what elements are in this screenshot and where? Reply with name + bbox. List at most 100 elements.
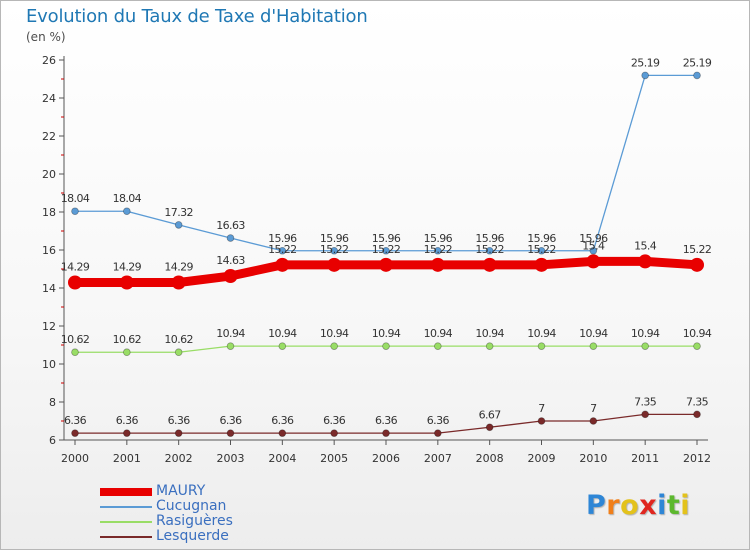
- data-point: [71, 207, 79, 216]
- data-point: [690, 257, 704, 272]
- data-label: 15.96: [424, 232, 453, 245]
- y-tick-label: 8: [49, 396, 56, 409]
- data-point: [693, 71, 701, 80]
- data-label: 15.96: [579, 232, 608, 245]
- logo-letter: P: [586, 490, 607, 521]
- data-label: 15.96: [475, 232, 504, 245]
- data-label: 18.04: [113, 192, 142, 205]
- data-point: [123, 429, 131, 437]
- data-point: [226, 342, 235, 350]
- data-point: [434, 342, 442, 350]
- legend-label: Rasiguères: [156, 513, 233, 529]
- y-tick-label: 16: [42, 244, 56, 257]
- data-label: 10.94: [424, 327, 453, 340]
- data-point: [537, 342, 546, 350]
- data-label: 7.35: [686, 395, 709, 408]
- legend-swatch: [100, 488, 152, 496]
- legend-item: MAURY: [100, 483, 320, 500]
- y-tick-label: 12: [42, 320, 56, 333]
- data-point: [123, 207, 131, 216]
- data-point: [71, 429, 79, 437]
- data-point: [330, 342, 338, 350]
- data-point: [226, 234, 235, 242]
- y-tick-label: 14: [42, 282, 56, 295]
- proxiti-logo: Proxiti: [586, 490, 690, 521]
- data-label: 16.63: [216, 219, 245, 232]
- data-point: [434, 246, 442, 255]
- data-point: [589, 246, 598, 255]
- data-point: [430, 257, 445, 272]
- data-point: [638, 254, 653, 269]
- data-label: 7.35: [634, 395, 657, 408]
- chart-title: Evolution du Taux de Taxe d'Habitation: [26, 6, 368, 27]
- data-label: 14.63: [216, 254, 245, 267]
- data-label: 15.96: [527, 232, 556, 245]
- data-label: 15.22: [320, 243, 349, 256]
- legend-label: MAURY: [156, 483, 206, 499]
- data-label: 6.36: [427, 414, 450, 427]
- data-point: [382, 429, 390, 437]
- data-label: 14.29: [164, 260, 193, 273]
- data-point: [534, 257, 549, 272]
- data-point: [278, 429, 287, 437]
- data-label: 15.22: [527, 243, 556, 256]
- data-point: [382, 246, 390, 255]
- legend-label: Lesquerde: [156, 528, 229, 544]
- series-line-cucugnan: [74, 74, 698, 252]
- data-point: [330, 429, 338, 437]
- x-tick-label: 2000: [61, 452, 89, 465]
- data-label: 6.36: [116, 414, 139, 427]
- data-point: [537, 417, 546, 425]
- data-label: 6.36: [375, 414, 398, 427]
- y-tick-label: 10: [42, 358, 56, 371]
- data-label: 6.36: [64, 414, 87, 427]
- data-label: 15.4: [634, 239, 657, 252]
- data-point: [589, 342, 598, 350]
- y-tick-label: 22: [42, 130, 56, 143]
- x-tick-label: 2004: [268, 452, 296, 465]
- data-label: 7: [590, 402, 597, 415]
- data-label: 6.36: [219, 414, 242, 427]
- data-label: 15.22: [268, 243, 297, 256]
- data-label: 15.96: [320, 232, 349, 245]
- data-point: [485, 423, 494, 432]
- data-point: [379, 257, 393, 272]
- x-tick-label: 2011: [631, 452, 659, 465]
- data-label: 10.94: [631, 327, 660, 340]
- data-label: 15.96: [372, 232, 401, 245]
- data-label: 17.32: [164, 206, 193, 219]
- logo-letter: r: [606, 490, 621, 521]
- y-tick-label: 24: [42, 92, 56, 105]
- data-point: [174, 348, 183, 357]
- x-tick-label: 2005: [320, 452, 348, 465]
- data-label: 14.29: [113, 260, 142, 273]
- data-label: 15.22: [424, 243, 453, 256]
- data-point: [119, 275, 134, 290]
- data-point: [223, 269, 238, 284]
- data-label: 10.94: [372, 327, 401, 340]
- data-label: 10.62: [164, 333, 193, 346]
- data-point: [174, 221, 183, 229]
- data-point: [434, 429, 442, 437]
- data-point: [68, 275, 82, 290]
- legend-item: Lesquerde: [100, 528, 320, 545]
- data-point: [641, 342, 649, 350]
- data-point: [275, 257, 290, 272]
- data-point: [482, 257, 497, 272]
- data-point: [123, 348, 131, 357]
- y-tick-label: 26: [42, 54, 56, 67]
- x-tick-label: 2001: [113, 452, 141, 465]
- data-label: 10.62: [61, 333, 90, 346]
- x-tick-label: 2002: [165, 452, 193, 465]
- legend-label: Cucugnan: [156, 498, 227, 514]
- x-tick-label: 2008: [476, 452, 504, 465]
- data-label: 10.94: [268, 327, 297, 340]
- logo-letter: t: [666, 490, 681, 521]
- data-point: [589, 417, 598, 425]
- x-tick-label: 2003: [217, 452, 245, 465]
- data-label: 14.29: [61, 260, 90, 273]
- data-label: 7: [538, 402, 545, 415]
- data-point: [485, 246, 494, 255]
- x-tick-label: 2010: [579, 452, 607, 465]
